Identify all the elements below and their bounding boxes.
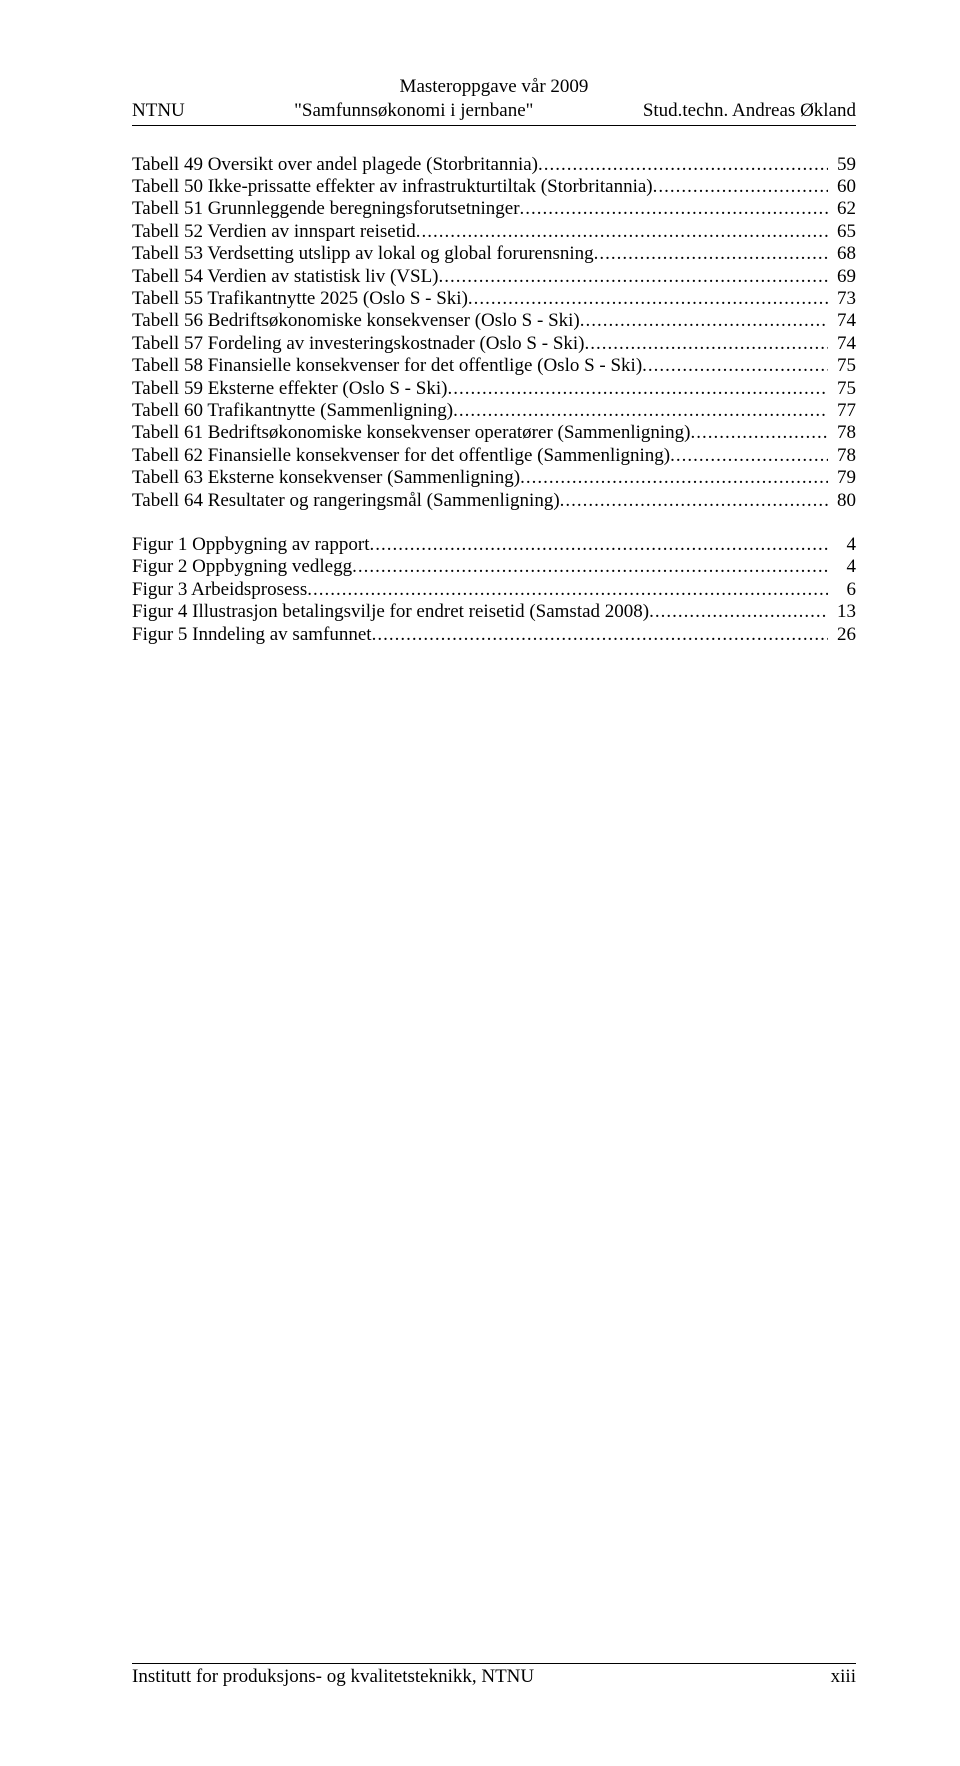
- header-rule: [132, 125, 856, 126]
- page-header: Masteroppgave vår 2009 NTNU "Samfunnsøko…: [132, 75, 856, 126]
- toc-figure-page: 4: [828, 534, 856, 556]
- toc-table-label: Tabell 53 Verdsetting utslipp av lokal o…: [132, 243, 594, 265]
- toc-table-entry: Tabell 62 Finansielle konsekvenser for d…: [132, 445, 856, 467]
- toc-table-label: Tabell 50 Ikke-prissatte effekter av inf…: [132, 176, 653, 198]
- toc-leader-dots: [691, 422, 828, 444]
- toc-table-page: 78: [828, 445, 856, 467]
- toc-table-label: Tabell 55 Trafikantnytte 2025 (Oslo S - …: [132, 288, 468, 310]
- footer-page-number: xiii: [831, 1666, 856, 1688]
- toc-table-page: 78: [828, 422, 856, 444]
- toc-table-label: Tabell 49 Oversikt over andel plagede (S…: [132, 154, 538, 176]
- toc-leader-dots: [416, 221, 828, 243]
- toc-table-page: 74: [828, 310, 856, 332]
- toc-table-entry: Tabell 64 Resultater og rangeringsmål (S…: [132, 490, 856, 512]
- toc-table-label: Tabell 62 Finansielle konsekvenser for d…: [132, 445, 670, 467]
- toc-leader-dots: [642, 355, 828, 377]
- toc-table-page: 68: [828, 243, 856, 265]
- toc-leader-dots: [585, 333, 829, 355]
- toc-table-entry: Tabell 63 Eksterne konsekvenser (Sammenl…: [132, 467, 856, 489]
- toc-table-label: Tabell 64 Resultater og rangeringsmål (S…: [132, 490, 560, 512]
- toc-table-page: 73: [828, 288, 856, 310]
- toc-table-entry: Tabell 59 Eksterne effekter (Oslo S - Sk…: [132, 378, 856, 400]
- header-title-line1: Masteroppgave vår 2009: [137, 75, 852, 99]
- footer-institute: Institutt for produksjons- og kvalitetst…: [132, 1666, 534, 1688]
- toc-figure-page: 4: [828, 556, 856, 578]
- toc-tables-list: Tabell 49 Oversikt over andel plagede (S…: [132, 154, 856, 513]
- toc-table-entry: Tabell 53 Verdsetting utslipp av lokal o…: [132, 243, 856, 265]
- toc-table-entry: Tabell 52 Verdien av innspart reisetid 65: [132, 221, 856, 243]
- toc-table-entry: Tabell 60 Trafikantnytte (Sammenligning)…: [132, 400, 856, 422]
- toc-content: Tabell 49 Oversikt over andel plagede (S…: [132, 154, 856, 647]
- toc-table-label: Tabell 63 Eksterne konsekvenser (Sammenl…: [132, 467, 520, 489]
- toc-figure-page: 26: [828, 624, 856, 646]
- header-right-blank: [851, 75, 856, 99]
- toc-figure-entry: Figur 3 Arbeidsprosess 6: [132, 579, 856, 601]
- toc-table-entry: Tabell 51 Grunnleggende beregningsforuts…: [132, 198, 856, 220]
- toc-leader-dots: [439, 266, 829, 288]
- toc-figure-entry: Figur 5 Inndeling av samfunnet 26: [132, 624, 856, 646]
- toc-table-entry: Tabell 49 Oversikt over andel plagede (S…: [132, 154, 856, 176]
- toc-table-page: 75: [828, 355, 856, 377]
- toc-leader-dots: [538, 154, 828, 176]
- toc-leader-dots: [468, 288, 828, 310]
- toc-figures-list: Figur 1 Oppbygning av rapport4Figur 2 Op…: [132, 534, 856, 646]
- toc-figure-label: Figur 3 Arbeidsprosess: [132, 579, 307, 601]
- toc-figure-entry: Figur 4 Illustrasjon betalingsvilje for …: [132, 601, 856, 623]
- toc-table-page: 59: [828, 154, 856, 176]
- toc-figure-page: 13: [828, 601, 856, 623]
- toc-figure-entry: Figur 2 Oppbygning vedlegg 4: [132, 556, 856, 578]
- toc-table-page: 74: [828, 333, 856, 355]
- toc-table-label: Tabell 54 Verdien av statistisk liv (VSL…: [132, 266, 439, 288]
- toc-leader-dots: [520, 467, 828, 489]
- toc-table-entry: Tabell 55 Trafikantnytte 2025 (Oslo S - …: [132, 288, 856, 310]
- toc-table-label: Tabell 59 Eksterne effekter (Oslo S - Sk…: [132, 378, 447, 400]
- toc-table-entry: Tabell 54 Verdien av statistisk liv (VSL…: [132, 266, 856, 288]
- toc-leader-dots: [307, 579, 828, 601]
- toc-table-label: Tabell 60 Trafikantnytte (Sammenligning): [132, 400, 453, 422]
- toc-leader-dots: [560, 490, 828, 512]
- toc-table-page: 60: [828, 176, 856, 198]
- header-institution: NTNU: [132, 99, 185, 123]
- toc-leader-dots: [447, 378, 828, 400]
- toc-leader-dots: [372, 624, 828, 646]
- toc-table-page: 69: [828, 266, 856, 288]
- toc-figure-label: Figur 1 Oppbygning av rapport: [132, 534, 369, 556]
- toc-leader-dots: [520, 198, 828, 220]
- toc-table-page: 80: [828, 490, 856, 512]
- toc-figure-page: 6: [828, 579, 856, 601]
- toc-figure-label: Figur 5 Inndeling av samfunnet: [132, 624, 372, 646]
- toc-figure-label: Figur 4 Illustrasjon betalingsvilje for …: [132, 601, 649, 623]
- toc-table-label: Tabell 51 Grunnleggende beregningsforuts…: [132, 198, 520, 220]
- toc-leader-dots: [580, 310, 828, 332]
- toc-table-label: Tabell 52 Verdien av innspart reisetid: [132, 221, 416, 243]
- toc-table-entry: Tabell 61 Bedriftsøkonomiske konsekvense…: [132, 422, 856, 444]
- toc-leader-dots: [369, 534, 828, 556]
- toc-leader-dots: [670, 445, 828, 467]
- header-title-line2: "Samfunnsøkonomi i jernbane": [185, 99, 643, 123]
- toc-table-label: Tabell 58 Finansielle konsekvenser for d…: [132, 355, 642, 377]
- toc-table-label: Tabell 61 Bedriftsøkonomiske konsekvense…: [132, 422, 691, 444]
- toc-table-page: 65: [828, 221, 856, 243]
- page-footer: Institutt for produksjons- og kvalitetst…: [132, 1663, 856, 1688]
- toc-table-page: 79: [828, 467, 856, 489]
- toc-table-label: Tabell 56 Bedriftsøkonomiske konsekvense…: [132, 310, 580, 332]
- header-author: Stud.techn. Andreas Økland: [643, 99, 856, 123]
- footer-rule: [132, 1663, 856, 1664]
- toc-table-label: Tabell 57 Fordeling av investeringskostn…: [132, 333, 585, 355]
- toc-leader-dots: [453, 400, 828, 422]
- toc-leader-dots: [594, 243, 828, 265]
- toc-leader-dots: [352, 556, 828, 578]
- toc-figure-label: Figur 2 Oppbygning vedlegg: [132, 556, 352, 578]
- toc-table-entry: Tabell 58 Finansielle konsekvenser for d…: [132, 355, 856, 377]
- toc-leader-dots: [653, 176, 828, 198]
- toc-table-entry: Tabell 50 Ikke-prissatte effekter av inf…: [132, 176, 856, 198]
- toc-table-page: 77: [828, 400, 856, 422]
- toc-table-page: 62: [828, 198, 856, 220]
- toc-table-entry: Tabell 57 Fordeling av investeringskostn…: [132, 333, 856, 355]
- toc-table-page: 75: [828, 378, 856, 400]
- toc-table-entry: Tabell 56 Bedriftsøkonomiske konsekvense…: [132, 310, 856, 332]
- toc-leader-dots: [649, 601, 828, 623]
- toc-figure-entry: Figur 1 Oppbygning av rapport 4: [132, 534, 856, 556]
